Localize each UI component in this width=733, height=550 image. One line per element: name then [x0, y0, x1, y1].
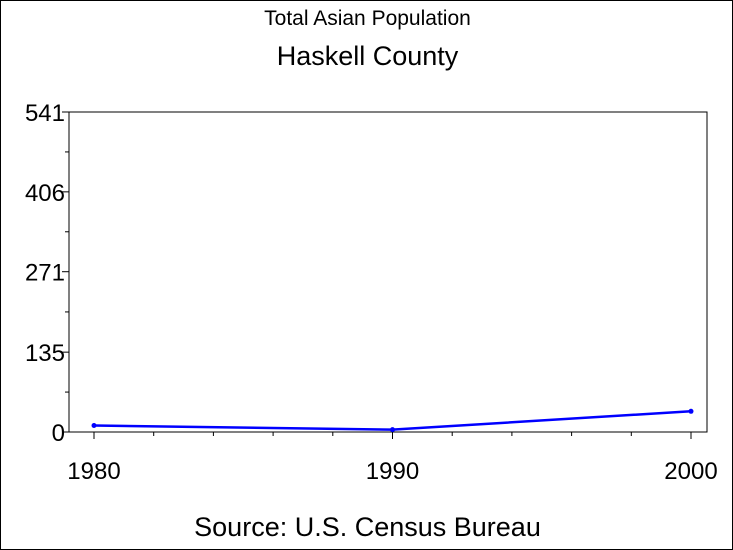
y-tick-label: 0 [52, 420, 65, 447]
data-point [688, 408, 694, 414]
plot-area [68, 111, 708, 433]
x-tick-label: 1980 [67, 458, 120, 485]
data-point [91, 422, 97, 428]
chart-title: Total Asian Population [264, 7, 471, 30]
y-tick-label: 541 [25, 100, 65, 127]
series-line [93, 410, 692, 431]
y-tick-label: 271 [25, 260, 65, 287]
x-tick-label: 1990 [366, 458, 419, 485]
chart-subtitle: Haskell County [276, 41, 459, 71]
y-tick-label: 135 [25, 340, 65, 367]
x-tick-label: 2000 [664, 458, 717, 485]
chart-source: Source: U.S. Census Bureau [194, 512, 541, 542]
data-point [390, 427, 395, 433]
y-tick-label: 406 [25, 180, 65, 207]
